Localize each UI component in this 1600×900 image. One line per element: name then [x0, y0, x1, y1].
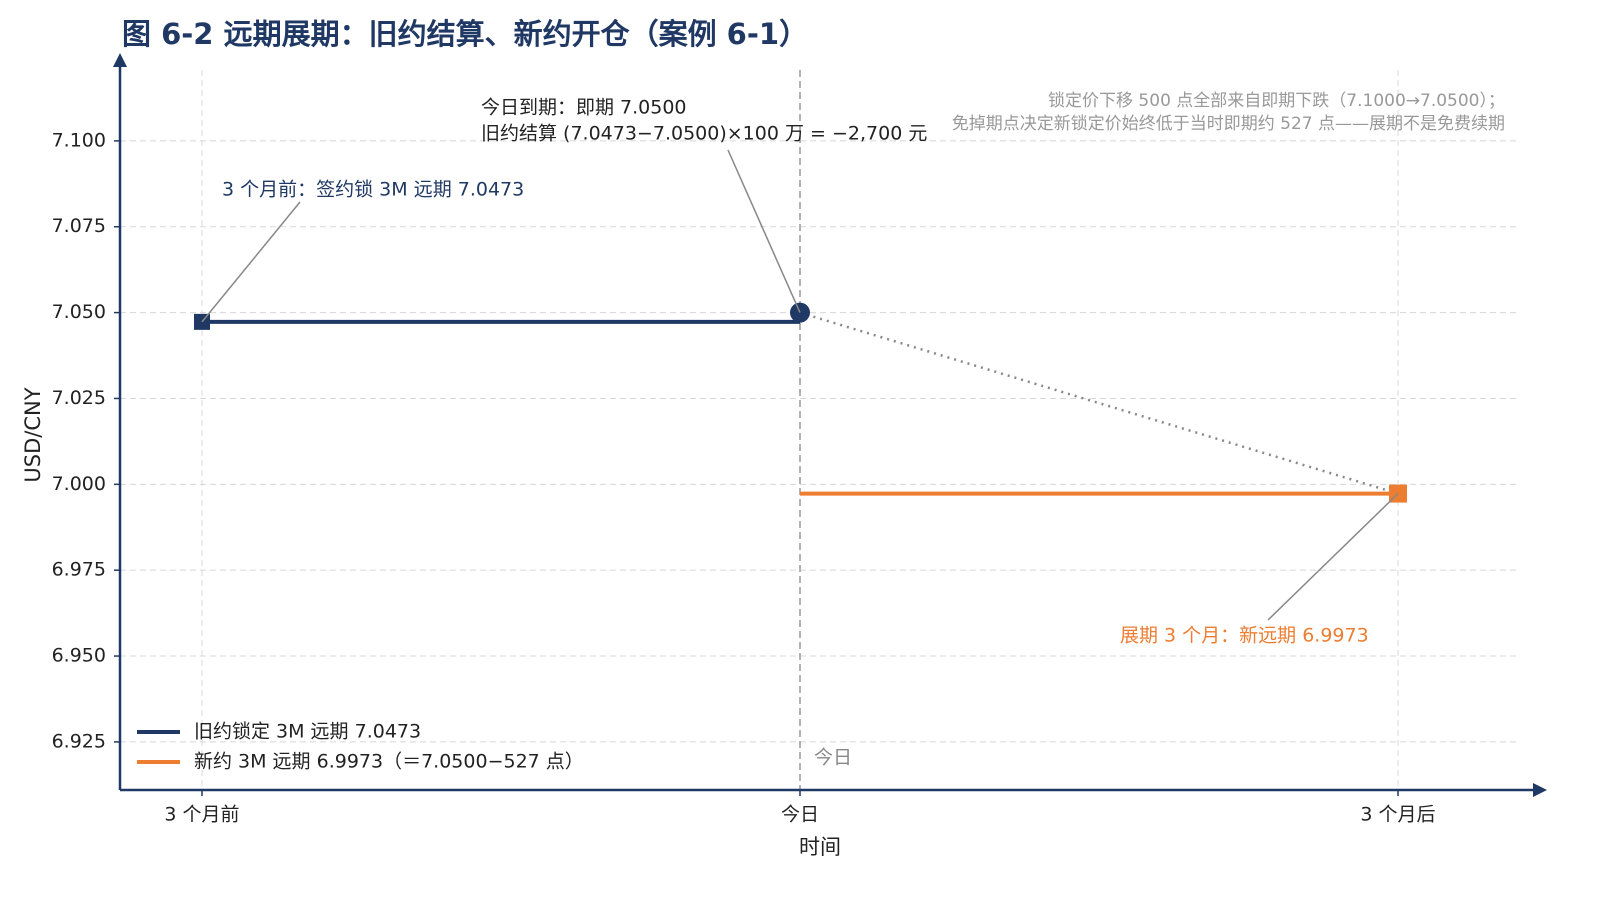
- y-tick-label: 6.975: [52, 559, 106, 581]
- x-axis-arrow: [1533, 783, 1547, 797]
- legend-label: 旧约锁定 3M 远期 7.0473: [194, 721, 421, 743]
- annotation: 3 个月前：签约锁 3M 远期 7.0473: [222, 179, 524, 201]
- x-tick-label: 3 个月后: [1360, 804, 1435, 826]
- note: 锁定价下移 500 点全部来自即期下跌（7.1000→7.0500）；: [1048, 91, 1505, 111]
- y-axis-arrow: [113, 53, 127, 67]
- x-axis-label: 时间: [799, 835, 841, 859]
- annotation-pointer: [1267, 493, 1399, 621]
- x-tick-label: 3 个月前: [164, 804, 239, 826]
- annotation-pointer: [201, 201, 301, 323]
- y-tick-label: 7.075: [52, 215, 106, 237]
- y-tick-label: 6.925: [52, 730, 106, 752]
- annotation: 旧约结算 (7.0473−7.0500)×100 万 = −2,700 元: [481, 123, 927, 145]
- y-tick-label: 7.100: [52, 129, 106, 151]
- y-axis-label: USD/CNY: [21, 387, 45, 482]
- note: 免掉期点决定新锁定价始终低于当时即期约 527 点——展期不是免费续期: [952, 114, 1505, 134]
- annotation: 展期 3 个月：新远期 6.9973: [1120, 625, 1369, 647]
- y-tick-label: 7.050: [52, 301, 106, 323]
- annotation: 今日到期：即期 7.0500: [481, 97, 687, 119]
- legend-label: 新约 3M 远期 6.9973（＝7.0500−527 点）: [194, 751, 584, 773]
- y-tick-label: 7.000: [52, 473, 106, 495]
- today-label: 今日: [814, 747, 852, 769]
- chart-title: 图 6-2 远期展期：旧约结算、新约开仓（案例 6-1）: [122, 17, 808, 51]
- x-tick-label: 今日: [781, 804, 819, 826]
- annotation-pointer: [727, 149, 801, 313]
- y-tick-label: 7.025: [52, 387, 106, 409]
- y-tick-label: 6.950: [52, 645, 106, 667]
- spot-path: [799, 311, 1399, 495]
